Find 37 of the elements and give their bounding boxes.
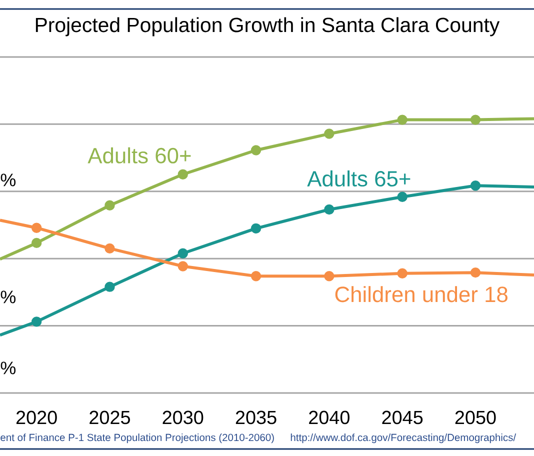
annotation: % [0,362,16,374]
point [324,128,334,139]
x-tick-label: 2030 [162,410,204,424]
point [250,145,262,156]
point [178,169,188,180]
point [470,267,481,278]
x-tick-label: 2040 [309,410,350,424]
annotation: % [0,290,16,304]
chart-title: Projected Population Growth in Santa Clara County [36,17,500,36]
point [31,316,42,327]
point [250,223,262,234]
x-tick-label: 2020 [16,410,57,424]
x-tick-label: 2045 [382,410,423,424]
point [324,204,334,215]
annotation: % [0,174,16,186]
x-tick-label: 2025 [90,410,130,424]
point [470,114,481,125]
series-label: Adults 60+ [88,147,191,164]
point [104,243,115,254]
point [104,282,115,292]
point [31,222,42,233]
point [104,200,115,210]
point [178,248,188,258]
point [178,261,188,272]
x-tick-label: 2050 [455,410,496,424]
series-label: Adults 65+ [307,170,410,187]
point [470,180,481,191]
point [31,238,42,248]
x-tick-label: 2035 [236,410,276,424]
point [250,271,262,282]
point [397,192,408,202]
point [324,271,334,282]
point [397,268,408,278]
text: ent of Finance P-1 State Population Projections (2010-2060) [0,434,274,444]
series-label: Children under 18 [335,286,508,302]
text: http://www.dof.ca.gov/Forecasting/Demographics/ [290,434,516,444]
point [397,114,408,125]
